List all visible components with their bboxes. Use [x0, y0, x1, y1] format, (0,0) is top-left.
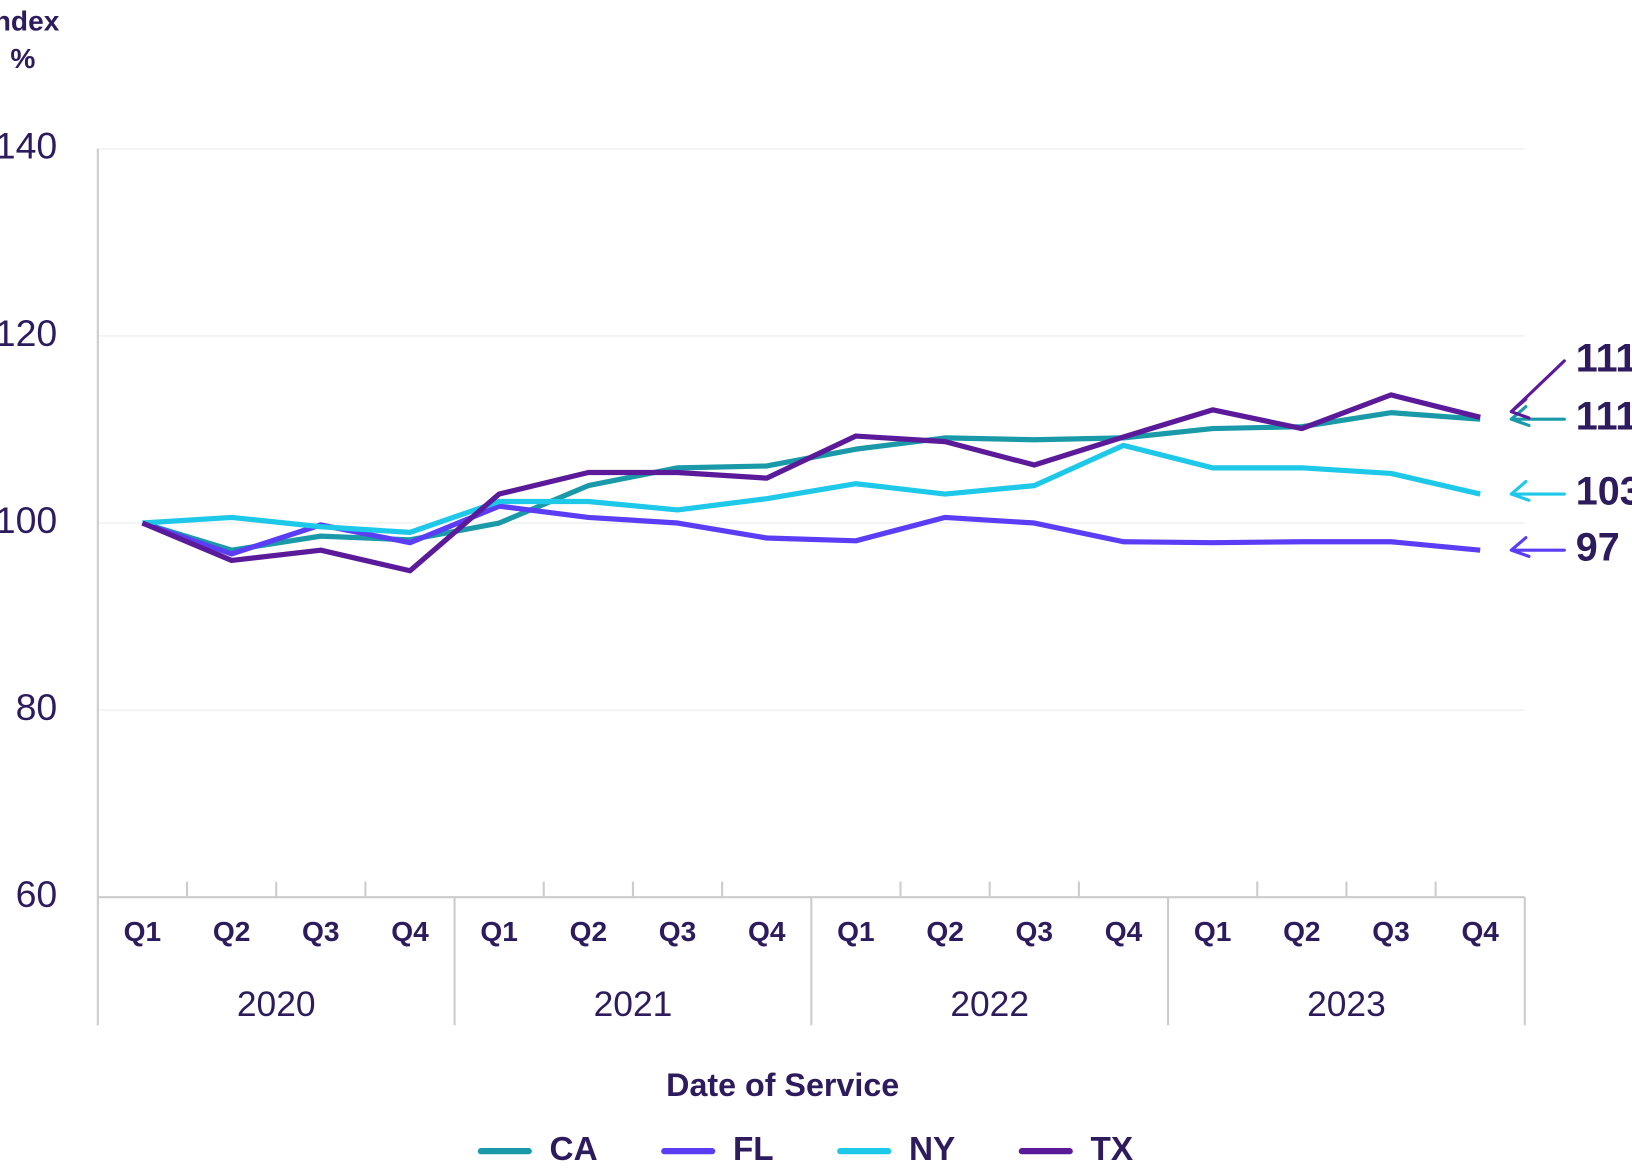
legend-label: FL — [733, 1131, 774, 1168]
year-label: 2020 — [237, 985, 316, 1024]
y-axis-title: Index — [0, 5, 60, 36]
legend-label: TX — [1091, 1131, 1134, 1168]
x-tick-label: Q3 — [1016, 916, 1053, 947]
x-tick-label: Q4 — [391, 916, 429, 947]
x-tick-label: Q4 — [748, 916, 786, 947]
year-label: 2023 — [1307, 985, 1386, 1024]
series-line — [141, 392, 1481, 574]
x-tick-label: Q1 — [480, 916, 517, 947]
x-tick-label: Q4 — [1461, 916, 1499, 947]
x-tick-label: Q2 — [213, 916, 250, 947]
x-tick-label: Q2 — [570, 916, 607, 947]
y-tick-label: 100 — [0, 499, 57, 541]
y-axis-unit: % — [10, 43, 35, 74]
end-arrow — [1509, 479, 1566, 502]
x-tick-label: Q1 — [837, 916, 874, 947]
end-label: 97 — [1576, 526, 1620, 570]
end-arrow — [1509, 359, 1566, 420]
end-arrow — [1509, 405, 1566, 428]
y-tick-label: 120 — [0, 312, 57, 354]
x-axis-title: Date of Service — [666, 1067, 899, 1103]
end-label: 103 — [1576, 469, 1632, 513]
x-tick-label: Q2 — [1283, 916, 1320, 947]
x-tick-label: Q3 — [659, 916, 696, 947]
end-label: 111 — [1576, 395, 1632, 439]
x-tick-label: Q4 — [1105, 916, 1143, 947]
legend-label: CA — [550, 1131, 598, 1168]
year-label: 2022 — [950, 985, 1029, 1024]
x-tick-label: Q3 — [302, 916, 339, 947]
x-tick-label: Q2 — [926, 916, 963, 947]
x-tick-label: Q1 — [1194, 916, 1231, 947]
y-tick-label: 140 — [0, 125, 57, 167]
x-tick-label: Q1 — [124, 916, 161, 947]
year-label: 2021 — [594, 985, 673, 1024]
x-tick-label: Q3 — [1372, 916, 1409, 947]
series-line — [142, 442, 1481, 535]
end-arrow — [1509, 536, 1566, 558]
y-tick-label: 60 — [16, 873, 58, 915]
legend-label: NY — [909, 1131, 955, 1168]
series-line — [141, 503, 1481, 557]
end-label: 111 — [1576, 336, 1632, 380]
y-tick-label: 80 — [16, 686, 58, 728]
